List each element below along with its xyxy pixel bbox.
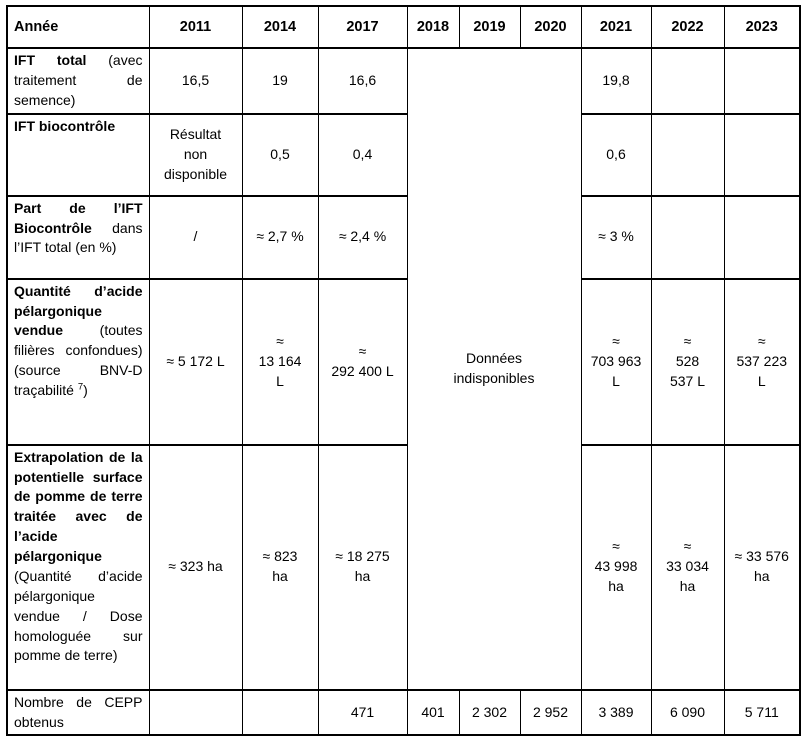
cell-cepp-2020: 2 952 — [519, 688, 582, 737]
cell-surface-2011: ≈ 323 ha — [148, 443, 243, 691]
cell-cepp-2014 — [241, 688, 319, 737]
cell-part-ift-2023 — [723, 194, 801, 280]
row-ift-biocontrole: IFT biocontrôle Résultat non disponible … — [6, 112, 801, 197]
header-year-2022: 2022 — [650, 5, 725, 49]
cell-ift-total-2023 — [723, 47, 801, 115]
header-year-2014: 2014 — [241, 5, 319, 49]
cell-surface-2023: ≈ 33 576 ha — [723, 443, 801, 691]
row-label-part-ift-biocontrole: Part de l’IFT Biocontrôle dans l’IFT tot… — [6, 194, 150, 280]
row-label-extrapolation: Extrapolation de la potentielle surface … — [6, 443, 150, 691]
row-label-cepp: Nombre de CEPP obtenus — [6, 688, 150, 737]
cell-part-ift-2011: / — [148, 194, 243, 280]
cell-donnees-indisponibles: Données indisponibles — [406, 47, 582, 691]
row-extrapolation-surface: Extrapolation de la potentielle surface … — [6, 443, 801, 691]
header-year-2019: 2019 — [458, 5, 521, 49]
row-ift-total: IFT total (avec traitement de semence) 1… — [6, 47, 801, 691]
row-label-ift-total: IFT total (avec traitement de semence) — [6, 47, 150, 115]
row-cepp: Nombre de CEPP obtenus 471 401 2 302 2 9… — [6, 688, 801, 737]
cell-quantite-2022: ≈ 528 537 L — [650, 277, 725, 446]
cell-quantite-2023: ≈ 537 223 L — [723, 277, 801, 446]
cell-cepp-2021: 3 389 — [580, 688, 652, 737]
cell-part-ift-2014: ≈ 2,7 % — [241, 194, 319, 280]
indicators-table: Année 2011 2014 2017 2018 2019 2020 2021… — [6, 5, 801, 737]
row-part-ift-biocontrole: Part de l’IFT Biocontrôle dans l’IFT tot… — [6, 194, 801, 280]
cell-surface-2021: ≈ 43 998 ha — [580, 443, 652, 691]
cell-surface-2014: ≈ 823 ha — [241, 443, 319, 691]
cell-quantite-2014: ≈ 13 164 L — [241, 277, 319, 446]
cell-part-ift-2017: ≈ 2,4 % — [317, 194, 408, 280]
cell-cepp-2017: 471 — [317, 688, 408, 737]
cell-quantite-2021: ≈ 703 963 L — [580, 277, 652, 446]
cell-ift-total-2021: 19,8 — [580, 47, 652, 115]
header-year-2023: 2023 — [723, 5, 801, 49]
header-year-2020: 2020 — [519, 5, 582, 49]
cell-ift-total-2011: 16,5 — [148, 47, 243, 115]
cell-ift-total-2022 — [650, 47, 725, 115]
row-label-ift-biocontrole: IFT biocontrôle — [6, 112, 150, 197]
cell-cepp-2018: 401 — [406, 688, 460, 737]
cell-cepp-2011 — [148, 688, 243, 737]
cell-cepp-2019: 2 302 — [458, 688, 521, 737]
header-row: Année 2011 2014 2017 2018 2019 2020 2021… — [6, 5, 801, 49]
cell-ift-biocontrole-2022 — [650, 112, 725, 197]
cell-ift-biocontrole-2011: Résultat non disponible — [148, 112, 243, 197]
cell-ift-total-2017: 16,6 — [317, 47, 408, 115]
cell-cepp-2022: 6 090 — [650, 688, 725, 737]
cell-surface-2017: ≈ 18 275 ha — [317, 443, 408, 691]
cell-quantite-2017: ≈ 292 400 L — [317, 277, 408, 446]
cell-ift-biocontrole-2023 — [723, 112, 801, 197]
cell-ift-biocontrole-2021: 0,6 — [580, 112, 652, 197]
row-quantite-acide: Quantité d’acide pélargonique vendue (to… — [6, 277, 801, 446]
header-year-2018: 2018 — [406, 5, 460, 49]
header-year-2011: 2011 — [148, 5, 243, 49]
cell-quantite-2011: ≈ 5 172 L — [148, 277, 243, 446]
header-year-2021: 2021 — [580, 5, 652, 49]
cell-part-ift-2021: ≈ 3 % — [580, 194, 652, 280]
header-annee: Année — [6, 5, 150, 49]
footnote-marker: 7 — [77, 381, 84, 393]
cell-part-ift-2022 — [650, 194, 725, 280]
header-year-2017: 2017 — [317, 5, 408, 49]
cell-ift-biocontrole-2017: 0,4 — [317, 112, 408, 197]
row-label-quantite-acide: Quantité d’acide pélargonique vendue (to… — [6, 277, 150, 446]
cell-ift-biocontrole-2014: 0,5 — [241, 112, 319, 197]
cell-ift-total-2014: 19 — [241, 47, 319, 115]
cell-cepp-2023: 5 711 — [723, 688, 801, 737]
cell-surface-2022: ≈ 33 034 ha — [650, 443, 725, 691]
